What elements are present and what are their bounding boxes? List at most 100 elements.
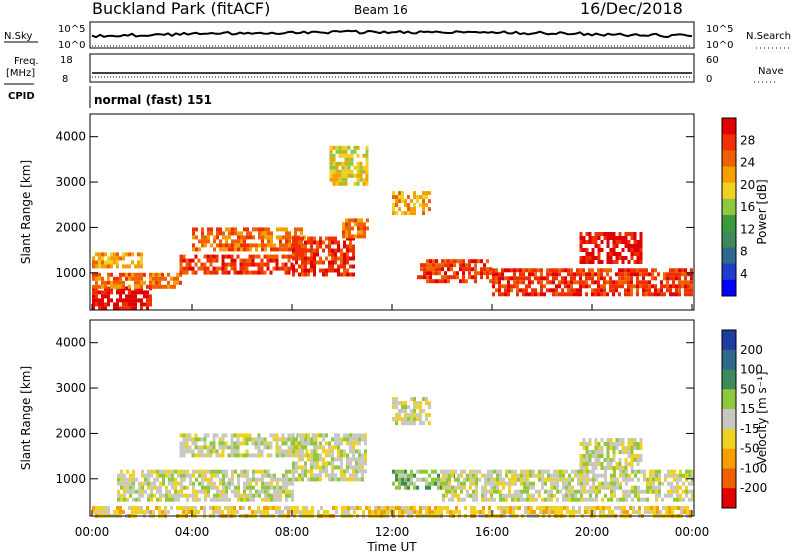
velocity-cell (606, 466, 610, 470)
power-cell (630, 256, 634, 260)
velocity-cell (568, 493, 571, 498)
power-cell (426, 259, 429, 264)
velocity-cell (221, 437, 225, 442)
power-cell (675, 272, 678, 277)
velocity-cell (407, 413, 410, 418)
power-cell (618, 284, 621, 289)
power-cell (110, 264, 113, 269)
power-cell (594, 244, 598, 248)
velocity-cell (210, 469, 213, 474)
power-colorbar-tick: 20 (740, 178, 755, 192)
power-cell (329, 169, 333, 174)
power-cell (335, 145, 339, 150)
power-cell (401, 195, 404, 200)
power-colorbar-tick: 4 (740, 267, 748, 281)
velocity-cell (174, 489, 177, 494)
power-cell (295, 252, 298, 257)
velocity-cell (183, 477, 186, 482)
velocity-cell (257, 445, 261, 450)
power-cell (240, 231, 243, 236)
velocity-cell (177, 473, 180, 478)
velocity-cell (150, 497, 153, 502)
velocity-cell (667, 489, 670, 494)
power-cell (234, 231, 237, 236)
velocity-cell (263, 437, 267, 442)
velocity-cell (503, 506, 506, 510)
velocity-cell (227, 453, 231, 458)
velocity-cell (281, 453, 285, 458)
power-cell (459, 263, 462, 268)
power-cell (245, 270, 249, 275)
power-cell (284, 254, 288, 259)
power-cell (263, 262, 267, 267)
power-cell (555, 276, 558, 281)
velocity-cell (340, 449, 343, 454)
velocity-cell (346, 461, 349, 466)
power-cell (341, 173, 345, 178)
power-cell (191, 258, 195, 263)
power-cell (301, 236, 304, 241)
velocity-cell (470, 506, 473, 510)
power-cell (555, 284, 558, 289)
velocity-cell (404, 506, 407, 510)
velocity-cell (275, 449, 279, 454)
power-cell (365, 173, 369, 178)
velocity-cell (568, 485, 571, 490)
velocity-cell (526, 481, 529, 486)
velocity-cell (201, 489, 204, 494)
power-cell (477, 259, 480, 264)
power-cell (588, 232, 592, 236)
power-cell (179, 270, 183, 275)
velocity-cell (246, 469, 249, 474)
power-cell (552, 288, 555, 293)
power-cell (450, 263, 453, 268)
velocity-cell (203, 437, 207, 442)
velocity-cell (556, 473, 559, 478)
velocity-cell (610, 497, 613, 502)
velocity-cell (584, 506, 587, 510)
velocity-cell (619, 497, 622, 502)
velocity-cell (475, 485, 478, 490)
power-cell (307, 268, 310, 273)
power-cell (675, 276, 678, 281)
velocity-cell (401, 506, 404, 510)
velocity-cell (278, 437, 282, 442)
power-cell (648, 292, 651, 297)
power-colorbar-segment (722, 182, 736, 200)
velocity-cell (582, 462, 586, 466)
velocity-cell (583, 485, 586, 490)
power-cell (143, 280, 146, 285)
power-cell (669, 292, 672, 297)
velocity-cell (346, 469, 349, 474)
power-cell (651, 268, 654, 273)
velocity-cell (281, 510, 284, 514)
power-cell (404, 203, 407, 208)
velocity-cell (431, 469, 434, 474)
velocity-cell (585, 450, 589, 454)
velocity-cell (352, 445, 355, 450)
power-cell (298, 272, 301, 277)
velocity-cell (174, 477, 177, 482)
velocity-cell (101, 510, 104, 514)
power-cell (113, 306, 116, 311)
velocity-cell (260, 449, 264, 454)
power-cell (113, 280, 116, 285)
velocity-cell (677, 506, 680, 510)
power-cell (292, 252, 295, 257)
power-cell (663, 272, 666, 277)
velocity-cell (594, 466, 598, 470)
velocity-cell (639, 438, 643, 442)
power-cell (260, 258, 264, 263)
power-cell (272, 254, 276, 259)
power-cell (248, 258, 252, 263)
power-cell (365, 177, 369, 182)
power-cell (534, 268, 537, 273)
power-cell (287, 254, 291, 259)
velocity-cell (152, 510, 155, 514)
power-cell (231, 227, 234, 232)
velocity-cell (416, 413, 419, 418)
x-axis-label: Time UT (366, 540, 417, 554)
power-cell (334, 268, 337, 273)
power-cell (92, 294, 95, 299)
